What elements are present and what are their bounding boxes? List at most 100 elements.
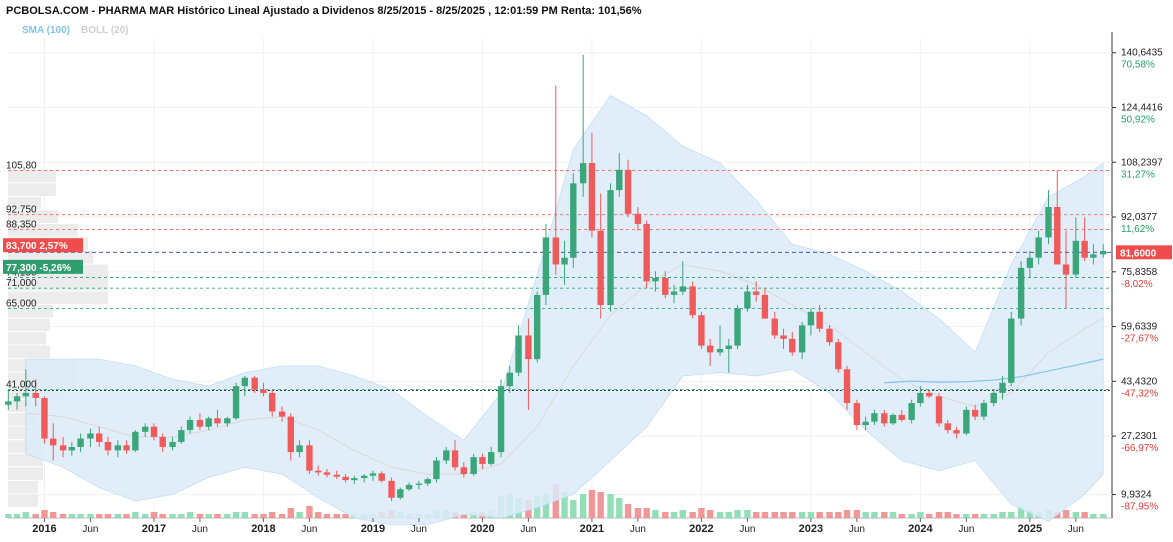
candle — [59, 436, 67, 458]
candle-body — [1081, 240, 1088, 258]
candle-body — [533, 294, 541, 360]
candle-body — [798, 325, 806, 353]
tag-label: 77,300 -5,26% — [6, 263, 71, 274]
x-tick-label: 2019 — [361, 523, 385, 535]
y-tick-label: 124,4416 — [1121, 102, 1163, 113]
volume-bar — [96, 514, 103, 518]
volume-bar — [944, 512, 951, 518]
candle-body — [853, 403, 861, 426]
volume-bar — [798, 512, 806, 518]
candle — [716, 325, 724, 356]
candle-body — [141, 426, 149, 432]
volume-bar — [1017, 506, 1025, 518]
candle-body — [487, 452, 495, 464]
y-tick-percent: 50,92% — [1121, 114, 1155, 125]
candle — [388, 477, 395, 502]
candle-body — [789, 338, 796, 353]
candle-body — [360, 475, 368, 479]
candle-body — [925, 392, 933, 397]
volume-profile-bar — [8, 291, 108, 305]
candle-body — [662, 278, 669, 295]
candle-body — [807, 311, 815, 326]
candle-body — [104, 441, 112, 451]
candle-body — [843, 369, 851, 404]
candle — [1026, 250, 1034, 278]
candle — [588, 132, 596, 238]
candle — [296, 440, 303, 458]
candle — [789, 332, 796, 356]
volume-bar — [251, 514, 258, 518]
candle — [990, 389, 997, 407]
volume-profile-bar — [8, 318, 50, 332]
level-label: 105,80 — [6, 161, 37, 172]
candle-body — [132, 431, 139, 451]
x-tick-label: 2025 — [1018, 523, 1042, 535]
candle-body — [415, 483, 423, 485]
candle-body — [752, 291, 760, 295]
candle-body — [889, 414, 897, 424]
candle — [405, 482, 413, 491]
volume-bar — [50, 512, 57, 518]
volume-bar — [971, 514, 979, 518]
volume-bar — [178, 514, 185, 518]
volume-profile-bar — [8, 305, 53, 318]
volume-bar — [1081, 512, 1088, 518]
x-tick-label: Jun — [520, 524, 536, 535]
candle — [360, 474, 368, 483]
candle — [22, 369, 30, 407]
candle-body — [32, 392, 39, 398]
volume-bar — [186, 512, 194, 518]
candle-body — [13, 396, 21, 402]
legend-sma[interactable]: SMA (100) — [22, 25, 70, 36]
candle — [433, 457, 440, 483]
candle — [1035, 230, 1042, 265]
volume-bar — [634, 508, 642, 518]
candle-body — [351, 478, 358, 481]
candle — [87, 428, 94, 448]
candle-body — [443, 450, 450, 461]
volume-bar — [214, 514, 221, 518]
candle-body — [816, 311, 823, 329]
candle — [186, 416, 194, 434]
level-label: 92,750 — [6, 205, 37, 216]
y-tick-percent: -27,67% — [1121, 334, 1158, 345]
candle — [1081, 217, 1088, 262]
volume-bar — [5, 514, 12, 518]
candle — [487, 447, 495, 466]
candle — [944, 419, 951, 434]
y-tick-label: 75,8358 — [1121, 267, 1158, 278]
candle — [725, 338, 732, 373]
level-label: 65,000 — [6, 298, 37, 309]
candle — [689, 281, 696, 319]
volume-bar — [679, 510, 686, 518]
candle — [50, 423, 57, 461]
candle — [643, 220, 650, 289]
candle — [415, 480, 423, 490]
volume-bar — [607, 494, 614, 518]
candle-body — [835, 342, 842, 370]
volume-bar — [826, 512, 833, 518]
volume-bar — [643, 508, 650, 518]
candle-body — [224, 418, 231, 424]
volume-bar — [579, 494, 587, 518]
candle — [871, 409, 878, 426]
candle — [104, 436, 112, 456]
tag-resistance — [3, 238, 83, 253]
candle-body — [744, 291, 751, 309]
volume-profile-bar — [8, 345, 50, 359]
legend-boll[interactable]: BOLL (20) — [81, 25, 129, 36]
volume-bar — [588, 490, 596, 518]
candle — [205, 416, 212, 431]
volume-bar — [1090, 514, 1097, 518]
candle-body — [1062, 264, 1070, 275]
candle-body — [588, 163, 596, 231]
volume-profile-bar — [8, 332, 46, 345]
volume-profile-bar — [8, 278, 108, 291]
candle — [597, 193, 604, 319]
candle — [397, 487, 404, 500]
x-tick-label: Jun — [630, 524, 646, 535]
candle-body — [232, 386, 240, 419]
candle-body — [579, 163, 587, 184]
volume-profile-bar — [8, 210, 58, 223]
candle — [214, 409, 221, 427]
